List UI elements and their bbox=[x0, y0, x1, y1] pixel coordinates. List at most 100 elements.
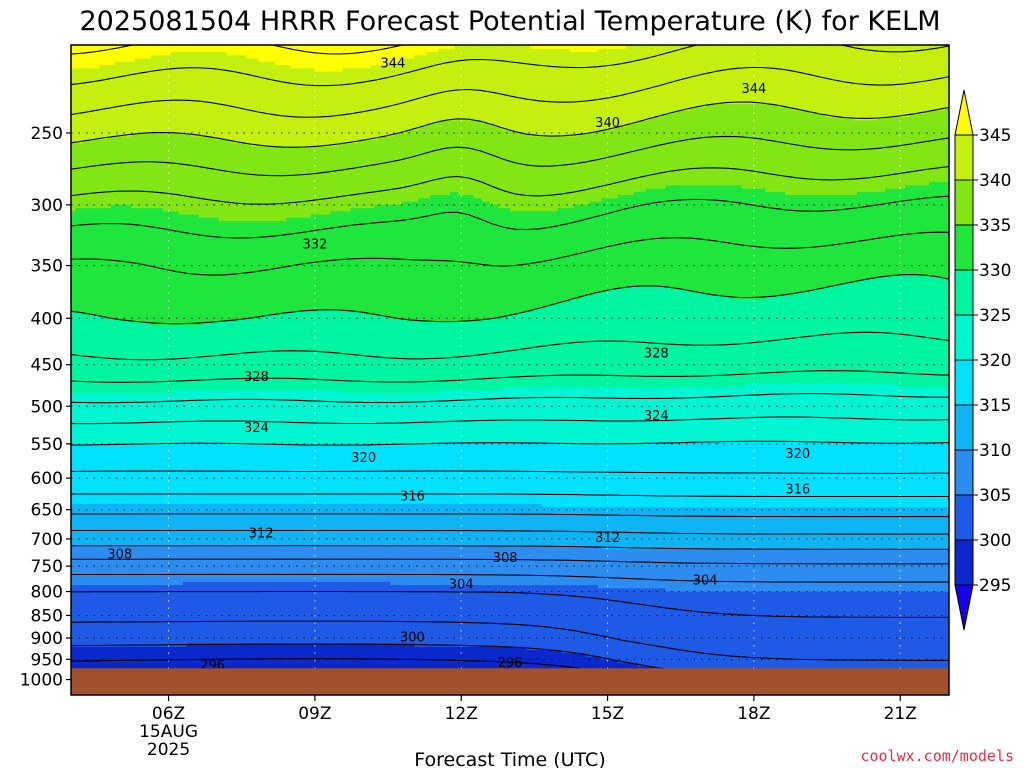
color-band-cell bbox=[130, 207, 136, 322]
color-band-cell bbox=[398, 503, 403, 547]
color-band-cell bbox=[549, 545, 555, 586]
color-band-cell bbox=[797, 548, 802, 592]
color-band-cell bbox=[633, 386, 639, 446]
color-band-cell bbox=[326, 389, 332, 446]
color-band-cell bbox=[126, 204, 132, 322]
color-band-cell bbox=[174, 545, 180, 586]
color-band-cell bbox=[785, 591, 790, 695]
color-band-cell bbox=[294, 581, 300, 644]
color-band-cell bbox=[753, 441, 759, 508]
color-band-cell bbox=[434, 45, 439, 53]
color-band-cell bbox=[797, 591, 802, 695]
color-band-cell bbox=[406, 129, 411, 202]
color-band-cell bbox=[386, 392, 391, 446]
color-band-cell bbox=[126, 136, 132, 205]
color-band-cell bbox=[438, 646, 443, 677]
color-band-cell bbox=[158, 54, 164, 134]
color-band-cell bbox=[725, 103, 731, 186]
color-band-cell bbox=[613, 548, 619, 589]
color-band-cell bbox=[789, 45, 794, 108]
color-band-cell bbox=[541, 136, 547, 212]
color-band-cell bbox=[306, 503, 312, 547]
color-band-cell bbox=[853, 548, 858, 592]
color-band-cell bbox=[478, 584, 483, 647]
color-band-cell bbox=[529, 210, 535, 313]
color-band-cell bbox=[250, 45, 256, 59]
color-band-cell bbox=[721, 45, 727, 105]
color-band-cell bbox=[897, 548, 902, 592]
color-band-cell bbox=[74, 45, 80, 69]
color-band-cell bbox=[158, 392, 164, 446]
x-tick-label: 21Z bbox=[884, 704, 917, 724]
color-band-cell bbox=[625, 285, 631, 387]
color-band-cell bbox=[805, 548, 810, 592]
color-band-cell bbox=[314, 643, 320, 677]
color-band-cell bbox=[657, 441, 663, 508]
color-band-cell bbox=[589, 45, 595, 53]
color-band-cell bbox=[885, 591, 890, 695]
color-band-cell bbox=[506, 45, 511, 131]
color-band-cell bbox=[689, 591, 695, 677]
x-axis-label: Forecast Time (UTC) bbox=[414, 749, 605, 768]
color-band-cell bbox=[569, 136, 575, 209]
contour-label: 312 bbox=[249, 527, 274, 542]
color-band-cell bbox=[909, 506, 914, 550]
color-band-cell bbox=[278, 314, 284, 391]
color-band-cell bbox=[517, 503, 523, 547]
color-band-cell bbox=[657, 285, 663, 387]
color-band-cell bbox=[450, 441, 455, 504]
color-band-cell bbox=[322, 444, 328, 504]
color-band-cell bbox=[681, 45, 687, 111]
color-band-cell bbox=[545, 506, 551, 547]
color-band-cell bbox=[162, 392, 168, 446]
color-band-cell bbox=[290, 389, 296, 446]
color-band-cell bbox=[298, 67, 304, 147]
color-band-cell bbox=[921, 275, 926, 387]
contour-line bbox=[71, 620, 949, 661]
color-band-cell bbox=[330, 444, 335, 504]
color-band-cell bbox=[238, 444, 244, 504]
color-band-cell bbox=[442, 389, 447, 443]
color-band-cell bbox=[294, 444, 300, 504]
contour-label-text: 312 bbox=[249, 527, 274, 542]
color-band-cell bbox=[661, 441, 667, 508]
color-band-cell bbox=[458, 545, 463, 586]
color-band-cell bbox=[218, 139, 224, 222]
color-band-cell bbox=[913, 506, 918, 550]
color-band-cell bbox=[290, 643, 296, 677]
color-band-cell bbox=[521, 45, 527, 134]
color-band-cell bbox=[430, 123, 435, 196]
color-band-cell bbox=[170, 45, 176, 53]
color-band-cell bbox=[609, 506, 615, 550]
color-band-cell bbox=[138, 132, 144, 209]
contour-label-text: 328 bbox=[644, 346, 669, 361]
color-band-cell bbox=[286, 45, 292, 66]
color-band-cell bbox=[701, 506, 707, 550]
color-band-cell bbox=[122, 584, 128, 647]
color-band-cell bbox=[617, 194, 623, 290]
color-band-cell bbox=[150, 584, 156, 647]
color-band-cell bbox=[486, 646, 491, 680]
color-band-cell bbox=[250, 389, 256, 446]
color-band-cell bbox=[422, 444, 427, 504]
color-band-cell bbox=[290, 444, 296, 504]
color-band-cell bbox=[909, 113, 914, 186]
color-band-cell bbox=[386, 136, 391, 205]
color-band-cell bbox=[929, 45, 934, 111]
color-band-cell bbox=[525, 441, 531, 504]
color-band-cell bbox=[521, 584, 527, 647]
color-band-cell bbox=[106, 207, 112, 319]
color-band-cell bbox=[490, 204, 495, 319]
color-band-cell bbox=[166, 392, 172, 446]
color-band-cell bbox=[190, 214, 196, 326]
color-band-cell bbox=[753, 383, 759, 443]
color-band-cell bbox=[717, 295, 723, 387]
color-band-cell bbox=[122, 545, 128, 586]
color-band-cell bbox=[561, 301, 567, 387]
color-band-cell bbox=[517, 45, 523, 134]
color-band-cell bbox=[785, 441, 790, 508]
color-band-cell bbox=[230, 54, 236, 144]
color-band-cell bbox=[581, 584, 587, 654]
color-band-cell bbox=[190, 503, 196, 547]
